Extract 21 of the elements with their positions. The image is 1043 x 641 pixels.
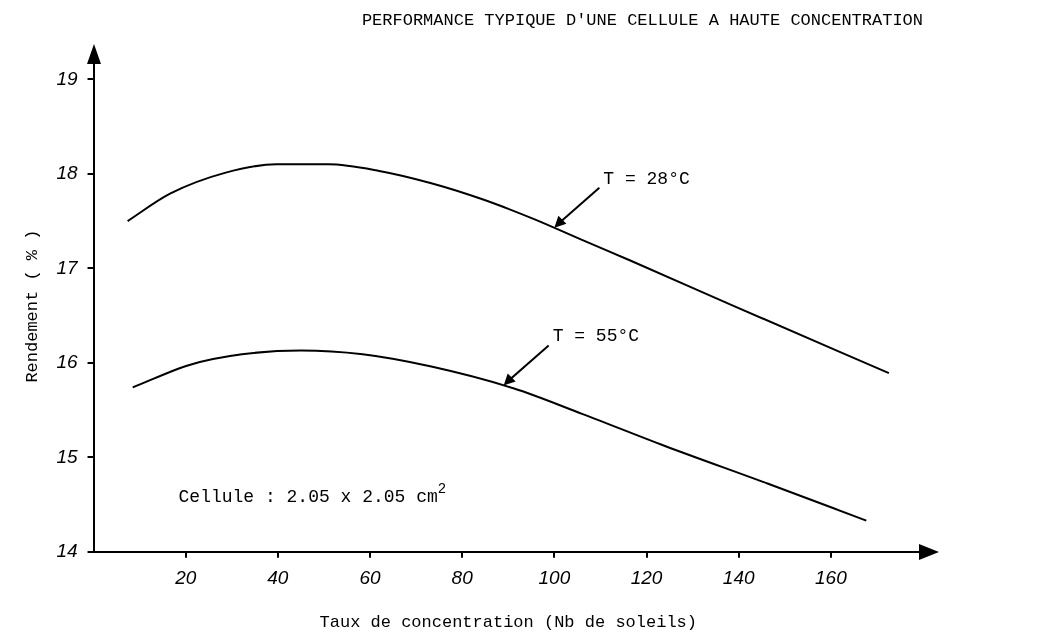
line-series bbox=[131, 349, 868, 522]
x-axis-title: Taux de concentration (Nb de soleils) bbox=[319, 613, 697, 633]
x-tick-label: 20 bbox=[174, 567, 197, 589]
x-tick-label: 120 bbox=[630, 567, 663, 589]
x-tick-label: 60 bbox=[359, 567, 382, 589]
chart-title: PERFORMANCE TYPIQUE D'UNE CELLULE A HAUTE CONCENTRATION bbox=[361, 10, 923, 30]
line-series bbox=[126, 163, 890, 375]
y-axis-title: Rendement ( % ) bbox=[22, 229, 42, 383]
y-tick-label: 15 bbox=[56, 445, 78, 467]
y-tick-label: 18 bbox=[56, 162, 78, 184]
x-tick-label: 100 bbox=[538, 567, 571, 589]
x-tick-label: 80 bbox=[451, 567, 474, 589]
annotation: T = 28°C bbox=[603, 168, 690, 189]
annotation: T = 55°C bbox=[552, 326, 640, 347]
x-tick-label: 140 bbox=[722, 567, 755, 589]
y-tick-label: 16 bbox=[56, 351, 78, 373]
x-tick-label: 160 bbox=[814, 567, 848, 589]
x-tick-label: 40 bbox=[267, 567, 289, 589]
y-tick-label: 19 bbox=[56, 67, 78, 89]
y-tick-label: 17 bbox=[56, 256, 79, 278]
y-tick-label: 14 bbox=[56, 540, 78, 562]
